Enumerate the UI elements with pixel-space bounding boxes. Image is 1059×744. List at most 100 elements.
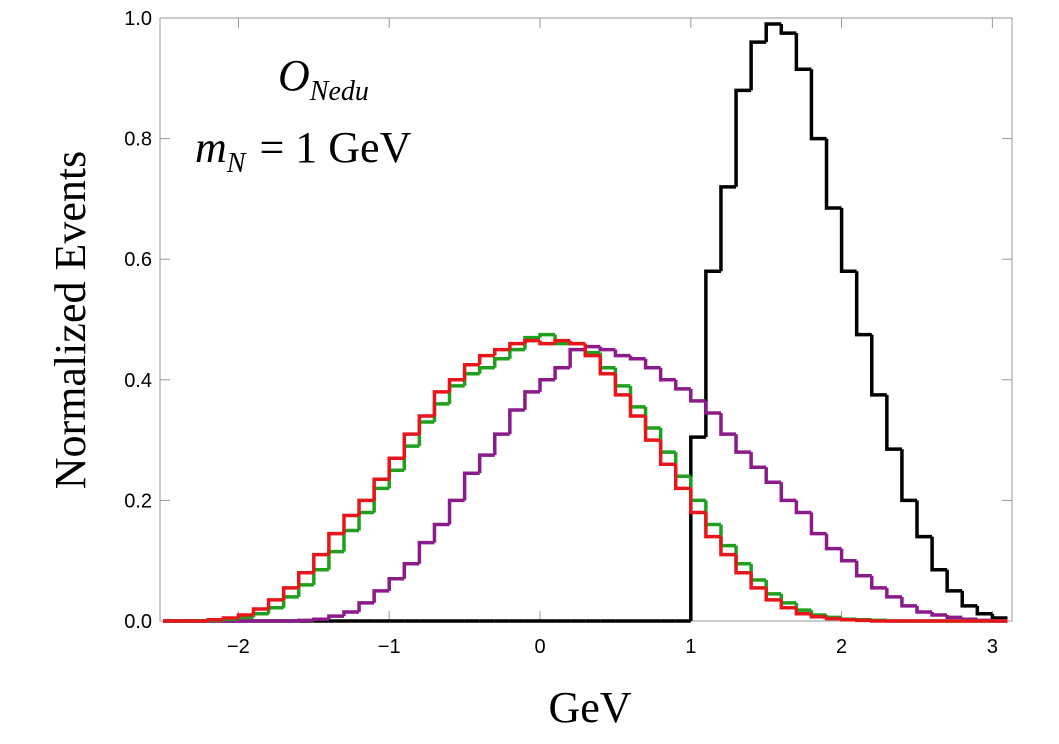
histogram-bin [357,601,375,612]
histogram-bin [402,432,420,459]
histogram-bin [477,365,495,374]
histogram-bin [598,352,616,370]
histogram-bin [538,340,556,346]
histogram-bin [477,353,495,365]
histogram-bin [809,610,827,617]
histogram-bin [764,579,782,596]
histogram-bin [689,435,706,621]
histogram-bin [704,500,721,527]
histogram-bin [447,498,465,525]
histogram-bin [945,614,963,620]
histogram-bin [221,616,239,620]
histogram-bin [508,347,525,359]
histogram-bin [372,486,390,513]
histogram-bin [900,449,917,503]
histogram-bin [930,536,948,572]
histogram-bin [824,616,842,621]
histogram-bin [870,619,887,623]
annotation: mN = 1 GeV [195,123,412,179]
histogram-bin [327,549,344,570]
histogram-bin [402,444,420,471]
histogram-bin [824,138,842,210]
histogram-bin [387,577,405,591]
histogram-bin [915,605,933,614]
histogram-bin [523,335,541,350]
histogram-bin [809,613,827,619]
histogram-bin [387,456,405,480]
histogram-bin [915,500,933,539]
histogram-bin [236,615,254,620]
histogram-bin [658,428,676,454]
histogram-bin [900,596,917,608]
histogram-bin [794,607,812,616]
histogram-bin [628,385,646,409]
histogram-bin [749,563,767,582]
histogram-bin [417,540,435,564]
histogram-bin [643,406,661,430]
histogram-bin [583,344,601,350]
histogram-bin [296,583,314,597]
histogram-bin [613,349,631,358]
histogram-bin [462,372,480,386]
histogram-bin [885,587,902,599]
histogram-bin [432,390,450,416]
plot-frame [159,17,1013,622]
histogram-bin [598,346,616,352]
histogram-bin [628,394,646,418]
histogram-bin [719,524,737,548]
histogram-bin [643,415,661,442]
histogram-bin [809,69,827,141]
x-tick-label: 1 [685,636,696,658]
histogram-bin [296,571,314,588]
histogram-bin [327,531,344,555]
histogram-bin [432,522,450,543]
histogram-bin [749,40,767,91]
y-tick-label: 0.2 [124,490,152,512]
histogram-bin [809,512,827,536]
y-tick-label: 0.4 [124,370,152,392]
histogram-bin [372,477,390,501]
y-tick-label: 0.6 [124,249,152,271]
y-axis-label: Normalized Events [46,151,95,489]
histogram-bin [281,595,299,608]
histogram-bin [854,618,872,623]
histogram-bin [734,434,752,454]
histogram-bin [613,367,631,388]
histogram-bin [402,561,420,579]
histogram-bin [508,341,525,350]
histogram-bin [643,358,661,370]
histogram-bin [312,617,329,621]
histogram-bin [281,586,299,600]
histogram-bin [673,452,691,479]
histogram-bin [477,453,495,474]
histogram-bin [749,452,767,469]
annotation-main: O [278,51,310,100]
histogram-bin [342,528,360,552]
x-tick-label: 3 [987,636,998,658]
histogram-bin [764,22,782,43]
histogram-bin [553,338,571,344]
histogram-bin [839,548,857,563]
histogram-bin [734,545,752,566]
histogram-bin [432,402,450,423]
histogram-bin [312,567,329,585]
histogram-bin [312,552,329,573]
histogram-bin [854,560,872,578]
histogram-bin [628,355,646,361]
histogram-bin [960,617,978,621]
histogram-bin [794,500,812,515]
histogram-bin [523,390,541,410]
histogram-bin [704,269,721,438]
histogram-bin [749,572,767,590]
histogram-bin [704,400,721,415]
y-tick-label: 0.0 [124,611,152,633]
annotation-main: m [195,123,227,172]
histogram-bin [387,468,405,489]
histogram-bin [719,536,737,557]
histogram-bin [689,476,706,503]
histogram-bin [568,340,586,346]
annotation: ONedu [278,51,369,107]
histogram-bin [839,207,857,274]
histogram-bin [870,334,887,397]
histogram-bin [764,467,782,485]
